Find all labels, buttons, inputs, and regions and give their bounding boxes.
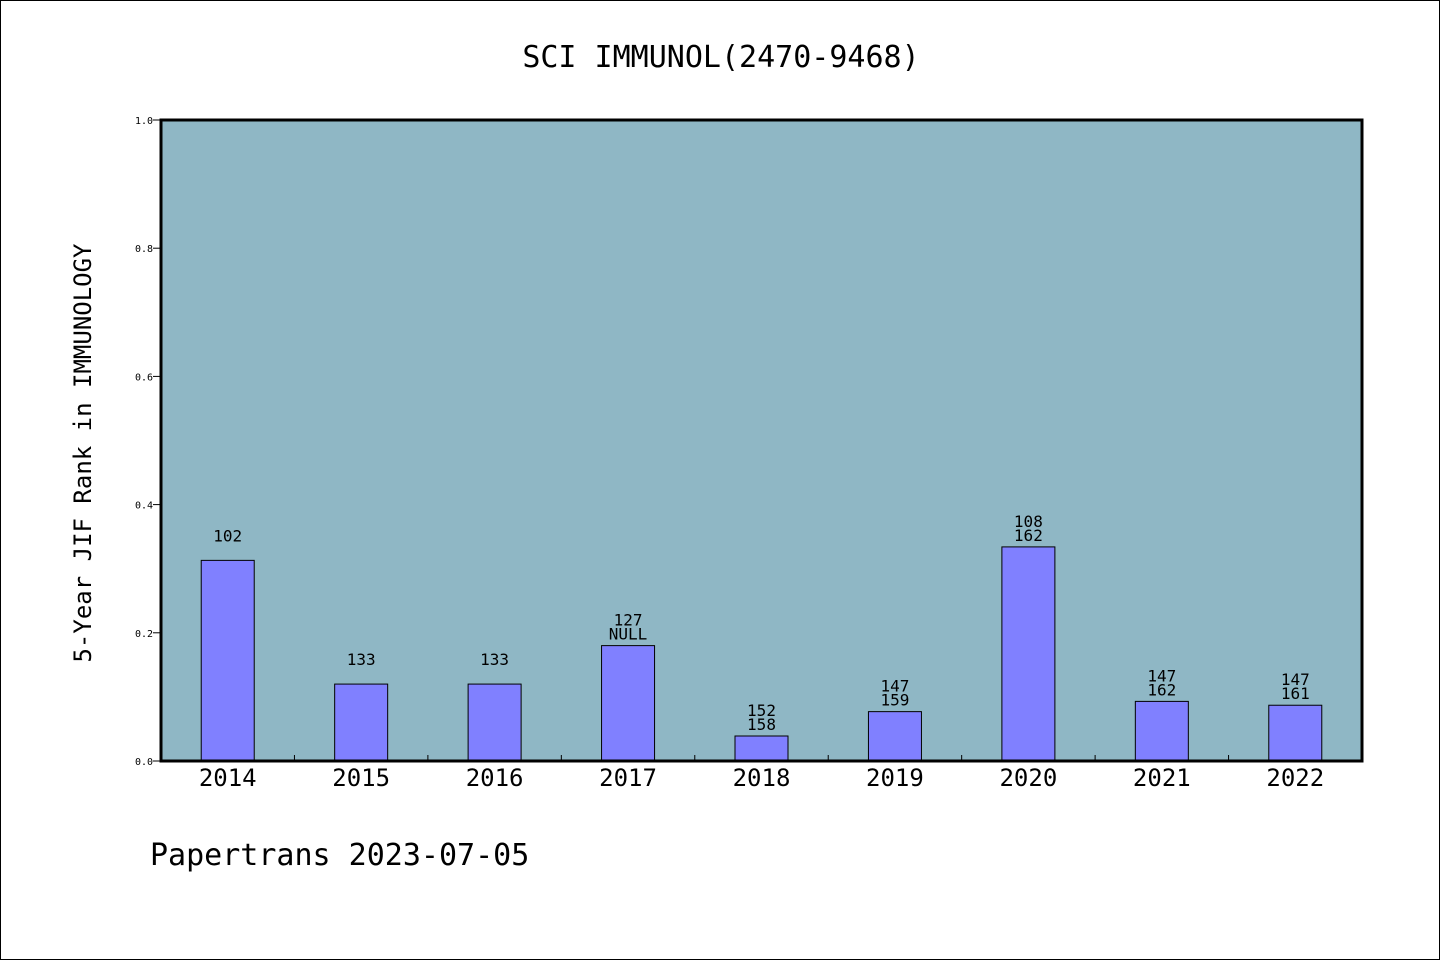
bar-data-label: NULL [609,625,648,644]
bar-data-label: 162 [1014,526,1043,545]
bar-2021 [1134,700,1189,762]
bar-2017 [601,645,656,762]
x-tick-label: 2021 [1133,764,1191,792]
bar-2019 [867,711,922,762]
x-tick-label: 2014 [199,764,257,792]
x-tick-label: 2016 [466,764,524,792]
bar-2018 [734,735,789,762]
bar-data-label: 133 [347,650,376,669]
plot-border [159,118,1364,763]
bar-2014 [200,559,255,762]
bar-data-label: 102 [213,526,242,545]
y-tick-label: 0.6 [135,372,153,383]
bar-data-label: 147 [1147,666,1176,685]
bar-data-label: 108 [1014,512,1043,531]
bar-data-label: 162 [1147,680,1176,699]
y-tick-label: 0.2 [135,629,153,640]
y-tick-label: 0.0 [135,757,153,768]
bar-data-label: 152 [747,701,776,720]
y-tick-label: 0.8 [135,244,153,255]
x-tick-label: 2018 [733,764,791,792]
bar-data-label: 133 [480,650,509,669]
y-tick-label: 0.4 [135,501,153,512]
bar-data-label: 147 [880,677,909,696]
x-tick-label: 2017 [599,764,657,792]
x-tick-label: 2020 [999,764,1057,792]
footer-credit: Papertrans 2023-07-05 [150,838,529,873]
x-tick-label: 2019 [866,764,924,792]
x-tick-label: 2015 [332,764,390,792]
bar-data-label: 147 [1281,670,1310,689]
bar-2020 [1001,546,1056,762]
y-tick-label: 1.0 [135,116,153,127]
plot-area [159,118,1364,763]
bar-2022 [1268,704,1323,762]
y-axis-label: 5-Year JIF Rank in IMMUNOLOGY [69,243,97,663]
chart-title: SCI IMMUNOL(2470-9468) [522,40,919,75]
bar-2016 [467,683,522,762]
bar-data-label: 158 [747,715,776,734]
bar-data-label: 161 [1281,684,1310,703]
bar-data-label: 127 [614,611,643,630]
chart-marks: 0.0 0.2 0.4 0.6 0.8 1.0 2014 102 2015 133 2016 133 2… [135,116,1364,792]
x-tick-label: 2022 [1266,764,1324,792]
bar-2015 [334,683,389,762]
bar-data-label: 159 [880,691,909,710]
